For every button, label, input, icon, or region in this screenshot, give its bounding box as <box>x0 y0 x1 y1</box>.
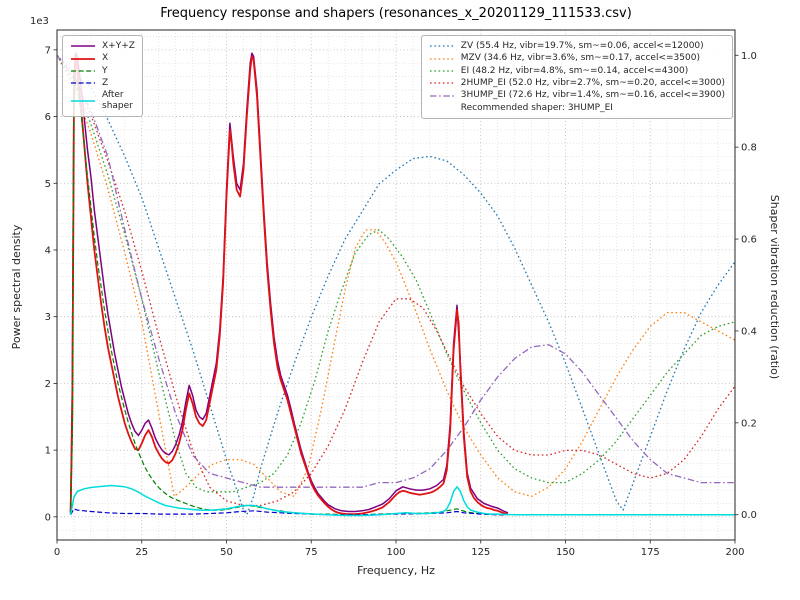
y-right-tick-label: 0.6 <box>741 235 757 246</box>
x-tick-label: 200 <box>725 547 744 558</box>
y-right-tick-label: 0.4 <box>741 326 757 337</box>
curve-mzv <box>57 54 735 498</box>
y-axis-offset-text: 1e3 <box>30 16 49 27</box>
legend-item-zv: ZV (55.4 Hz, vibr=19.7%, sm~=0.06, accel… <box>429 41 725 51</box>
y-axis-label-left: Power spectral density <box>10 224 23 350</box>
legend-label: Z <box>102 78 109 89</box>
legend-label: 3HUMP_EI (72.6 Hz, vibr=1.4%, sm~=0.16, … <box>460 90 725 101</box>
legend-shapers: ZV (55.4 Hz, vibr=19.7%, sm~=0.06, accel… <box>420 35 733 120</box>
legend-label: X+Y+Z <box>102 41 135 51</box>
y-left-tick-label: 7 <box>45 45 51 56</box>
chart-title: Frequency response and shapers (resonanc… <box>160 6 632 21</box>
x-tick-label: 125 <box>471 547 490 558</box>
x-tick-label: 25 <box>135 547 148 558</box>
curve-2hump-ei <box>57 54 735 507</box>
x-tick-label: 175 <box>641 547 660 558</box>
legend-line-sample-y <box>71 70 95 72</box>
x-tick-label: 75 <box>305 547 318 558</box>
legend-item-xyz: X+Y+Z <box>70 41 135 51</box>
legend-label: 2HUMP_EI (52.0 Hz, vibr=2.7%, sm~=0.20, … <box>460 78 725 89</box>
curve-ei <box>57 54 735 493</box>
x-tick-label: 100 <box>386 547 405 558</box>
curve-3hump-ei <box>57 54 735 488</box>
legend-label: ZV (55.4 Hz, vibr=19.7%, sm~=0.06, accel… <box>460 41 704 51</box>
x-axis-label: Frequency, Hz <box>357 564 435 577</box>
legend-line-sample-z <box>71 82 95 84</box>
legend-item-after-shaper: After shaper <box>70 90 135 111</box>
curve-z <box>70 508 508 516</box>
y-right-tick-label: 0.2 <box>741 418 757 429</box>
legend-line-sample-ei <box>429 70 454 72</box>
y-right-tick-label: 0.8 <box>741 143 757 154</box>
legend-psd: X+Y+Z X Y Z After shaper <box>62 35 143 118</box>
legend-line-sample-3hump-ei <box>429 94 454 97</box>
y-right-tick-label: 1.0 <box>741 51 757 62</box>
legend-sample-spacer <box>429 103 455 113</box>
legend-line-sample-x <box>71 57 95 60</box>
legend-line-sample-mzv <box>429 57 454 60</box>
legend-line-sample-2hump-ei <box>429 82 454 84</box>
legend-item-2hump-ei: 2HUMP_EI (52.0 Hz, vibr=2.7%, sm~=0.20, … <box>429 78 725 88</box>
legend-item-ei: EI (48.2 Hz, vibr=4.8%, sm~=0.14, accel<… <box>429 66 725 76</box>
curve-x <box>69 55 509 515</box>
x-tick-label: 0 <box>54 547 60 558</box>
legend-label: MZV (34.6 Hz, vibr=3.6%, sm~=0.17, accel… <box>460 53 700 64</box>
y-left-tick-label: 1 <box>45 446 51 457</box>
legend-item-y: Y <box>70 66 135 76</box>
legend-item-3hump-ei: 3HUMP_EI (72.6 Hz, vibr=1.4%, sm~=0.16, … <box>429 90 725 100</box>
curve-xyz <box>69 52 509 514</box>
y-right-tick-label: 0.0 <box>741 510 757 521</box>
y-left-tick-label: 4 <box>45 245 51 256</box>
legend-line-sample-after-shaper <box>71 99 95 102</box>
legend-line-sample-zv <box>429 45 454 47</box>
y-left-tick-label: 3 <box>45 312 51 323</box>
legend-item-z: Z <box>70 78 135 88</box>
legend-label: X <box>102 53 109 64</box>
y-left-tick-label: 0 <box>45 512 51 523</box>
legend-label: Y <box>102 65 108 76</box>
curve-after-shaper <box>69 484 735 517</box>
legend-label: Recommended shaper: 3HUMP_EI <box>460 102 613 113</box>
x-tick-label: 150 <box>556 547 575 558</box>
legend-item-x: X <box>70 53 135 63</box>
legend-label: After shaper <box>102 90 133 111</box>
legend-item-recommendation: Recommended shaper: 3HUMP_EI <box>429 103 725 113</box>
legend-item-mzv: MZV (34.6 Hz, vibr=3.6%, sm~=0.17, accel… <box>429 53 725 63</box>
y-left-tick-label: 2 <box>45 379 51 390</box>
legend-label: EI (48.2 Hz, vibr=4.8%, sm~=0.14, accel<… <box>460 65 689 76</box>
y-left-tick-label: 6 <box>45 112 51 123</box>
y-left-tick-label: 5 <box>45 179 51 190</box>
curve-zv <box>57 54 735 516</box>
y-axis-label-right: Shaper vibration reduction (ratio) <box>768 194 781 380</box>
x-tick-label: 50 <box>220 547 233 558</box>
legend-line-sample-xyz <box>71 45 95 47</box>
